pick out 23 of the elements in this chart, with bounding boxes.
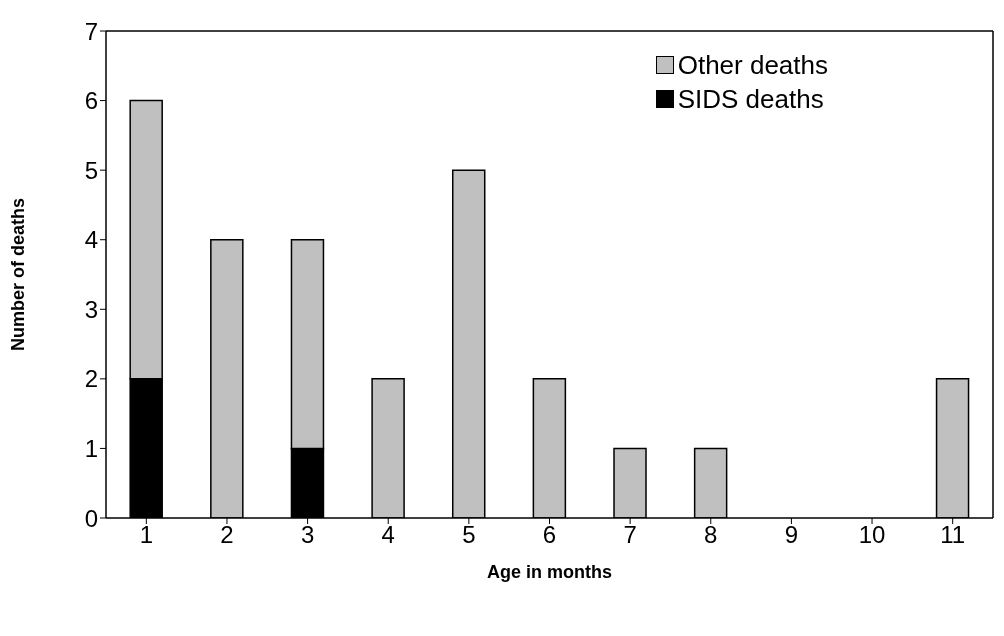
y-tick-label: 6 [84,87,98,115]
y-tick-label: 5 [84,156,98,184]
x-axis-title: Age in months [487,562,612,582]
y-tick-label: 4 [84,226,98,254]
x-tick-label: 5 [462,521,476,549]
x-tick-label: 1 [139,521,153,549]
y-axis-title: Number of deaths [8,197,29,352]
y-tick-label: 7 [84,17,98,45]
y-tick-label: 1 [84,434,98,462]
legend-label: Other deaths [677,49,828,82]
x-tick-label: 2 [220,521,234,549]
x-tick-label: 6 [542,521,557,549]
y-tick-label: 2 [84,365,98,393]
x-tick-label: 3 [300,521,315,549]
x-tick-label: 10 [858,521,886,549]
x-tick-label: 9 [784,521,799,549]
legend-label: SIDS deaths [677,83,824,116]
y-tick-label: 0 [84,504,98,532]
x-tick-label: 11 [940,521,966,549]
x-tick-label: 4 [381,521,395,549]
y-tick-label: 3 [84,295,98,323]
x-tick-label: 7 [623,521,637,549]
x-tick-label: 8 [704,521,718,549]
